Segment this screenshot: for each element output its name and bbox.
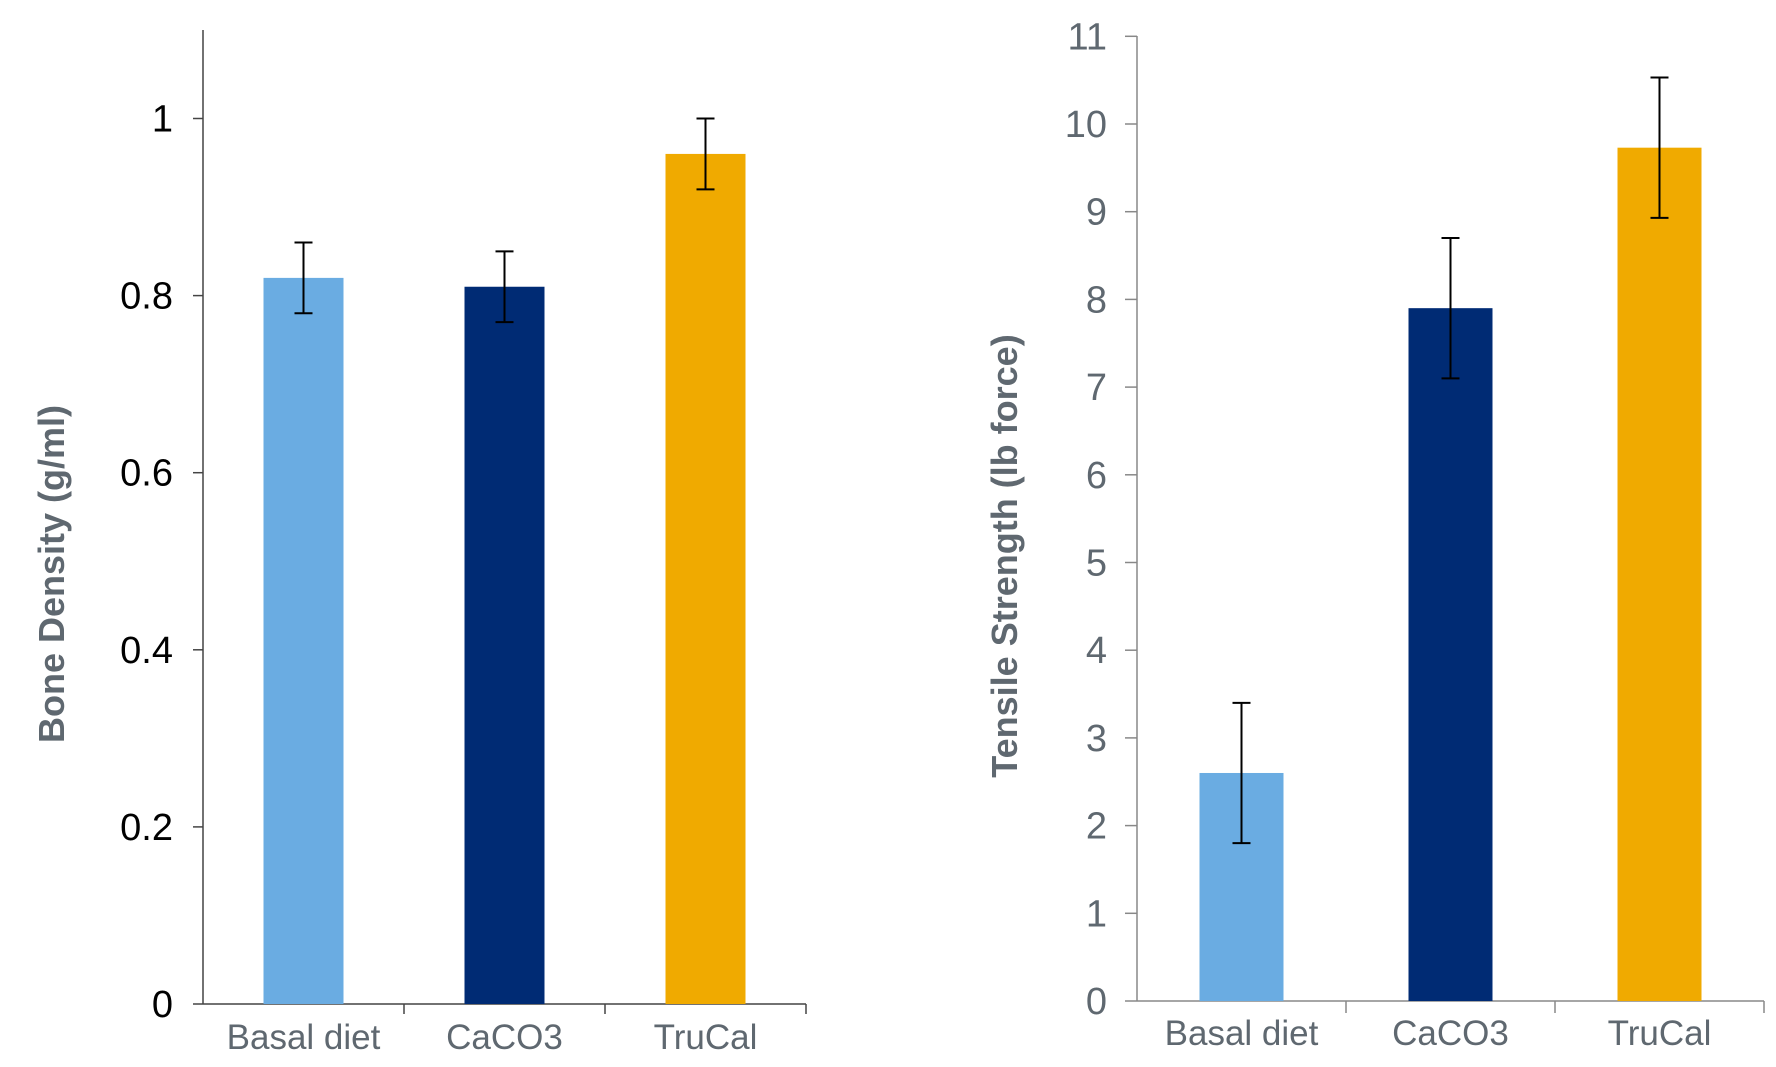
chart-2-bar-trucal bbox=[1617, 147, 1702, 1001]
chart-2-ytick-label: 3 bbox=[1086, 718, 1107, 760]
chart-2-ytick-label: 11 bbox=[1068, 16, 1107, 58]
chart-2-ytick-label: 8 bbox=[1086, 279, 1107, 321]
chart-1-ytick-label: 0.8 bbox=[120, 276, 173, 318]
chart-1-ytick-label: 0 bbox=[152, 984, 173, 1026]
tensile-strength-chart: Tensile Strength (lb force) 0 1 2 3 4 5 6 7 8 9 10… bbox=[984, 16, 1765, 1053]
chart-2-category-label: Basal diet bbox=[1165, 1014, 1319, 1053]
chart-1-ytick-label: 1 bbox=[152, 99, 173, 141]
bone-density-chart: Bone Density (g/ml) 0 0.2 0.4 0.6 0.8 1 Basal … bbox=[31, 30, 807, 1057]
chart-2-ytick-label: 2 bbox=[1086, 806, 1107, 848]
chart-1-category-label: Basal diet bbox=[227, 1018, 381, 1057]
chart-2-ytick-label: 4 bbox=[1086, 630, 1107, 672]
chart-2-ytick-label: 0 bbox=[1086, 981, 1107, 1023]
chart-1-ytick-label: 0.4 bbox=[120, 630, 173, 672]
chart-2-category-label: TruCal bbox=[1608, 1014, 1712, 1053]
chart-1-category-label: CaCO3 bbox=[446, 1018, 563, 1057]
chart-1-ylabel: Bone Density (g/ml) bbox=[31, 405, 72, 743]
chart-1-bar-basal-diet bbox=[263, 277, 344, 1004]
chart-2-category-label: CaCO3 bbox=[1392, 1014, 1509, 1053]
chart-2-ytick-label: 5 bbox=[1086, 543, 1107, 585]
chart-1-category-label: TruCal bbox=[654, 1018, 758, 1057]
chart-2-ytick-label: 1 bbox=[1086, 893, 1107, 935]
chart-2-ytick-label: 7 bbox=[1086, 367, 1107, 409]
chart-2-bar-caco3 bbox=[1408, 308, 1493, 1001]
chart-2-ytick-label: 9 bbox=[1086, 192, 1107, 234]
chart-1-ytick-label: 0.2 bbox=[120, 807, 173, 849]
chart-1-bar-caco3 bbox=[464, 286, 545, 1004]
chart-2-ylabel: Tensile Strength (lb force) bbox=[984, 334, 1025, 777]
chart-1-ytick-label: 0.6 bbox=[120, 453, 173, 495]
chart-2-ytick-label: 10 bbox=[1065, 104, 1107, 146]
chart-1-bar-trucal bbox=[665, 153, 746, 1005]
chart-2-ytick-label: 6 bbox=[1086, 455, 1107, 497]
